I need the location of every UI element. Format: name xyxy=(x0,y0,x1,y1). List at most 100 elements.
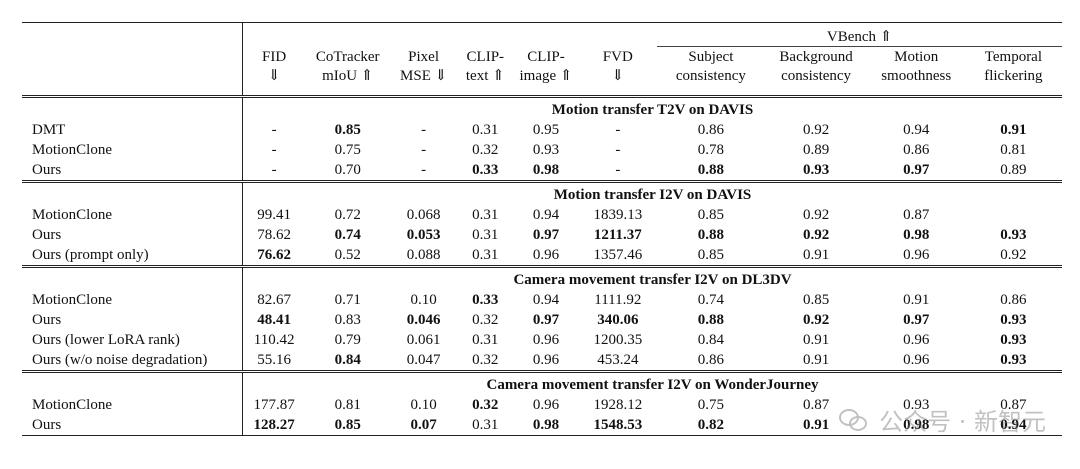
table-cell: 0.088 xyxy=(406,246,441,263)
table-cell: 0.87 xyxy=(903,206,930,223)
table-cell: 1548.53 xyxy=(578,415,657,436)
section-title: Camera movement transfer I2V on WonderJo… xyxy=(242,370,1062,395)
table-cell: 0.98 xyxy=(868,225,965,245)
method-name: Ours (lower LoRA rank) xyxy=(22,330,244,350)
table-cell: 453.24 xyxy=(597,351,639,368)
table-cell: 0.93 xyxy=(903,396,930,413)
table-cell: 0.31 xyxy=(472,246,499,263)
column-header-line1: Temporal xyxy=(984,49,1043,65)
table-cell: 0.31 xyxy=(472,416,499,433)
table-cell: 0.84 xyxy=(697,331,724,348)
table-cell: 0.10 xyxy=(410,291,437,308)
best-value: 48.41 xyxy=(257,311,292,328)
table-cell: 0.86 xyxy=(697,351,724,368)
best-value: 0.88 xyxy=(697,161,724,178)
column-header-line1: Subject xyxy=(688,49,734,65)
table-cell: 0.88 xyxy=(657,310,764,330)
table-cell: - xyxy=(271,141,277,158)
section-row: Camera movement transfer I2V on WonderJo… xyxy=(22,370,1062,395)
table-cell: 0.86 xyxy=(1000,291,1027,308)
table-cell: 0.89 xyxy=(1000,161,1027,178)
column-header-line1: Background xyxy=(779,49,853,65)
method-name: Ours (prompt only) xyxy=(22,245,244,267)
method-name: Ours xyxy=(22,310,244,330)
table-cell: 110.42 xyxy=(253,331,295,348)
best-value: 0.33 xyxy=(472,161,499,178)
table-cell: 82.67 xyxy=(257,291,292,308)
best-value: 0.91 xyxy=(802,416,830,433)
table-cell: 0.94 xyxy=(532,206,560,223)
table-cell: 0.068 xyxy=(406,206,441,223)
table-cell: 0.07 xyxy=(390,415,457,436)
best-value: 76.62 xyxy=(257,246,292,263)
table-cell: - xyxy=(615,141,621,158)
best-value: 0.92 xyxy=(802,311,830,328)
column-header-line2: text ⇑ xyxy=(465,68,505,84)
table-cell: - xyxy=(271,121,277,138)
table-row: Ours (w/o noise degradation) 55.16 0.84 0.0… xyxy=(22,350,1062,372)
table-cell: 0.98 xyxy=(868,415,965,436)
column-header-line2: consistency xyxy=(675,68,746,84)
table-cell: 0.92 xyxy=(764,225,867,245)
best-value: 0.98 xyxy=(532,161,560,178)
column-header-line1: CoTracker xyxy=(315,49,380,65)
table-cell: 1111.92 xyxy=(594,291,642,308)
table-cell: 0.046 xyxy=(390,310,457,330)
table-cell: 0.85 xyxy=(697,206,724,223)
table-row: Ours - 0.70 - 0.33 0.98 - 0.88 0.93 0.97 0.89 xyxy=(22,160,1062,182)
section-title: Motion transfer I2V on DAVIS xyxy=(242,180,1062,205)
table-cell: 340.06 xyxy=(578,310,657,330)
method-name: DMT xyxy=(22,120,244,140)
table-cell: 0.92 xyxy=(764,310,867,330)
table-cell: 76.62 xyxy=(243,245,306,267)
best-value: 0.97 xyxy=(903,161,930,178)
column-header-line1: CLIP- xyxy=(466,49,505,65)
section-title: Motion transfer T2V on DAVIS xyxy=(242,95,1062,120)
table-cell: 128.27 xyxy=(243,415,306,436)
table-cell: 0.84 xyxy=(305,350,390,372)
table-cell: 0.91 xyxy=(965,120,1062,140)
table-cell: 0.31 xyxy=(472,226,499,243)
results-table: VBench ⇑ FID CoTracker Pixel CLIP- CLIP- FVD Su… xyxy=(22,22,1062,436)
table-cell: 0.32 xyxy=(472,351,499,368)
table-cell: - xyxy=(615,121,621,138)
table-cell: 0.78 xyxy=(697,141,724,158)
table-cell: 0.96 xyxy=(532,331,560,348)
best-value: 340.06 xyxy=(597,311,639,328)
table-cell: 0.93 xyxy=(764,160,867,182)
best-value: 1548.53 xyxy=(593,416,643,433)
table-cell: 0.96 xyxy=(532,396,560,413)
table-cell: 0.31 xyxy=(472,206,499,223)
best-value: 0.93 xyxy=(802,161,830,178)
table-cell: 0.94 xyxy=(903,121,930,138)
table-cell: 0.85 xyxy=(697,246,724,263)
best-value: 0.88 xyxy=(697,226,724,243)
column-header-line2: ⇓ xyxy=(267,68,281,84)
table-row: Ours 48.41 0.83 0.046 0.32 0.97 340.06 0.88 0.92… xyxy=(22,310,1062,330)
best-value: 0.33 xyxy=(472,291,499,308)
section-row: Motion transfer T2V on DAVIS xyxy=(22,95,1062,120)
table-cell: 0.93 xyxy=(965,225,1062,245)
table-row: Ours (lower LoRA rank) 110.42 0.79 0.061 0.3… xyxy=(22,330,1062,350)
table-cell: 0.93 xyxy=(965,330,1062,350)
table-cell: 1200.35 xyxy=(593,331,643,348)
section-row: Camera movement transfer I2V on DL3DV xyxy=(22,265,1062,290)
section-title: Camera movement transfer I2V on DL3DV xyxy=(242,265,1062,290)
table-cell: 0.95 xyxy=(532,121,560,138)
column-header-line1: FVD xyxy=(602,49,633,65)
table-row: MotionClone 82.67 0.71 0.10 0.33 0.94 1111.92 0… xyxy=(22,290,1062,310)
table-cell: 0.85 xyxy=(305,415,390,436)
table-cell: 0.96 xyxy=(532,246,560,263)
method-header xyxy=(22,22,244,97)
method-name: MotionClone xyxy=(22,205,244,225)
best-value: 0.85 xyxy=(334,416,361,433)
table-cell: 0.96 xyxy=(903,331,930,348)
table-cell: 0.32 xyxy=(457,395,514,415)
table-cell: 1928.12 xyxy=(593,396,643,413)
best-value: 0.94 xyxy=(1000,416,1027,433)
best-value: 1211.37 xyxy=(593,226,642,243)
wechat-icon xyxy=(839,408,869,431)
column-header-line2: image ⇑ xyxy=(519,68,573,84)
table-cell: 0.93 xyxy=(965,310,1062,330)
table-cell: 0.31 xyxy=(472,331,499,348)
